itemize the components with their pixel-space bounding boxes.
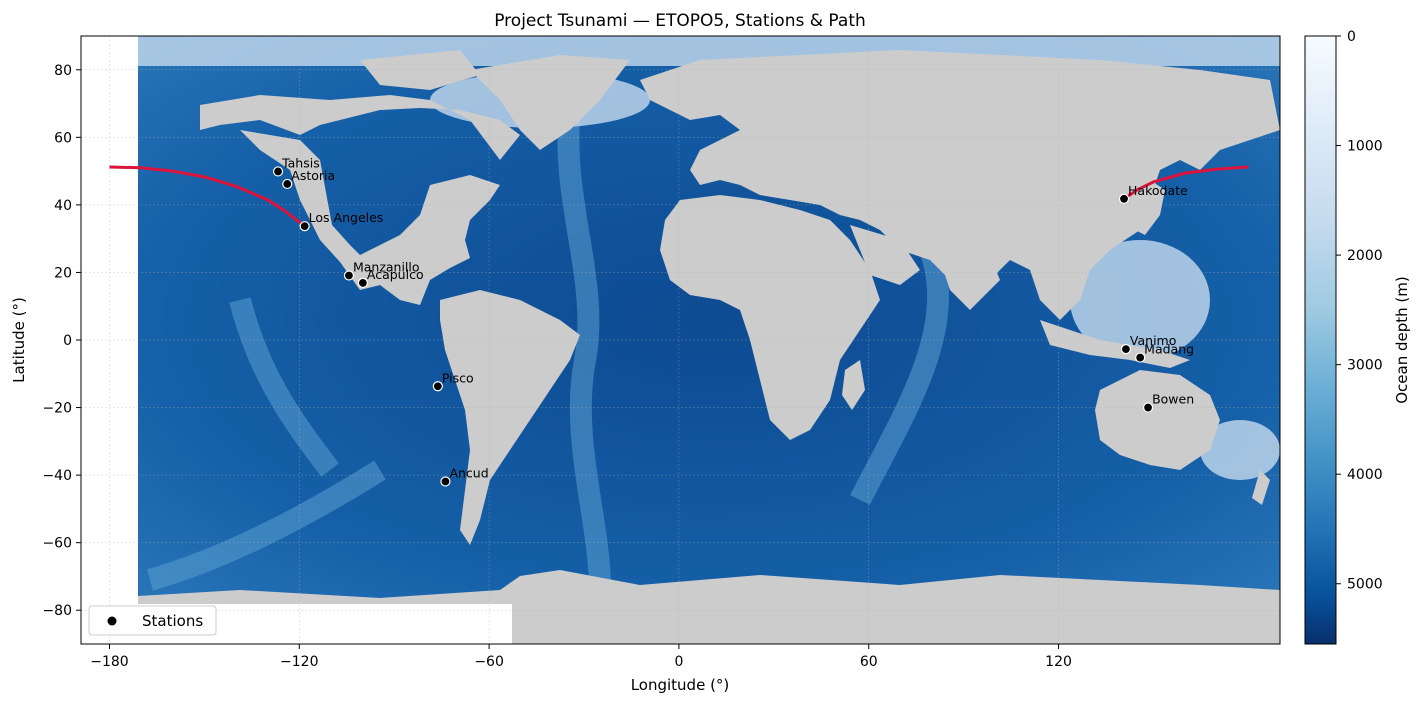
colorbar-tick-label: 2000 bbox=[1347, 248, 1383, 264]
land-masses bbox=[138, 50, 1280, 644]
x-tick-label: −60 bbox=[474, 654, 504, 670]
colorbar-tick-label: 5000 bbox=[1347, 577, 1383, 593]
station-label: Los Angeles bbox=[309, 210, 384, 225]
ocean-ridges bbox=[146, 108, 950, 591]
station-marker bbox=[272, 166, 284, 177]
y-tick-label: 60 bbox=[54, 130, 72, 146]
y-tick-label: 0 bbox=[63, 333, 72, 349]
colorbar-ticks: 0 1000 2000 3000 4000 5000 bbox=[1336, 29, 1383, 593]
station-marker bbox=[1142, 402, 1154, 413]
station-marker bbox=[1120, 344, 1132, 355]
station-marker bbox=[1135, 352, 1146, 363]
x-tick-label: −180 bbox=[90, 654, 128, 670]
chart-title: Project Tsunami — ETOPO5, Stations & Pat… bbox=[494, 11, 866, 31]
y-tick-label: −60 bbox=[42, 536, 72, 552]
station-label: Pisco bbox=[442, 370, 474, 385]
station-label: Manzanillo bbox=[353, 259, 420, 274]
y-tick-label: 20 bbox=[54, 265, 72, 281]
y-tick-label: 40 bbox=[54, 198, 72, 214]
y-tick-label: 80 bbox=[54, 63, 72, 79]
y-axis-ticks: −80 −60 −40 −20 0 20 40 60 80 bbox=[42, 63, 81, 619]
colorbar-tick-label: 4000 bbox=[1347, 467, 1383, 483]
legend-label: Stations bbox=[142, 612, 203, 630]
station-marker bbox=[357, 277, 368, 289]
x-tick-label: −120 bbox=[280, 654, 318, 670]
station-label: Acapulco bbox=[367, 267, 424, 282]
grid-lines bbox=[81, 36, 1280, 644]
x-axis-label: Longitude (°) bbox=[631, 676, 730, 694]
legend-station-marker bbox=[107, 616, 117, 626]
station-label: Ancud bbox=[449, 466, 488, 481]
station-label: Astoria bbox=[291, 168, 335, 183]
x-tick-label: 0 bbox=[674, 654, 683, 670]
colorbar-tick-label: 1000 bbox=[1347, 139, 1383, 155]
colorbar-gradient bbox=[1304, 35, 1337, 645]
tsunami-path bbox=[109, 165, 306, 228]
x-tick-label: 60 bbox=[860, 654, 878, 670]
station-marker bbox=[343, 270, 355, 281]
station-marker bbox=[299, 221, 310, 232]
x-tick-label: 120 bbox=[1045, 654, 1072, 670]
y-axis-label: Latitude (°) bbox=[10, 297, 28, 383]
tsunami-path-wrap bbox=[1123, 165, 1249, 201]
station-label: Vanimo bbox=[1130, 333, 1176, 348]
y-tick-label: −40 bbox=[42, 468, 72, 484]
station-label: Bowen bbox=[1152, 392, 1194, 407]
y-tick-label: −20 bbox=[42, 401, 72, 417]
station-marker bbox=[282, 178, 293, 190]
station-marker bbox=[432, 381, 443, 392]
x-axis-ticks: −180 −120 −60 0 60 120 bbox=[90, 644, 1072, 670]
station-marker bbox=[440, 476, 451, 487]
legend: Stations bbox=[88, 605, 217, 636]
station-label: Hakodate bbox=[1128, 183, 1188, 198]
y-tick-label: −80 bbox=[42, 603, 72, 619]
station-label: Madang bbox=[1144, 342, 1194, 357]
colorbar-label: Ocean depth (m) bbox=[1393, 276, 1411, 404]
colorbar-tick-label: 3000 bbox=[1347, 358, 1383, 374]
station-marker bbox=[1118, 193, 1130, 204]
colorbar: 0 1000 2000 3000 4000 5000 Ocean depth (m) bbox=[1304, 29, 1411, 645]
station-label: Tahsis bbox=[281, 155, 320, 170]
colorbar-tick-label: 0 bbox=[1347, 29, 1356, 45]
